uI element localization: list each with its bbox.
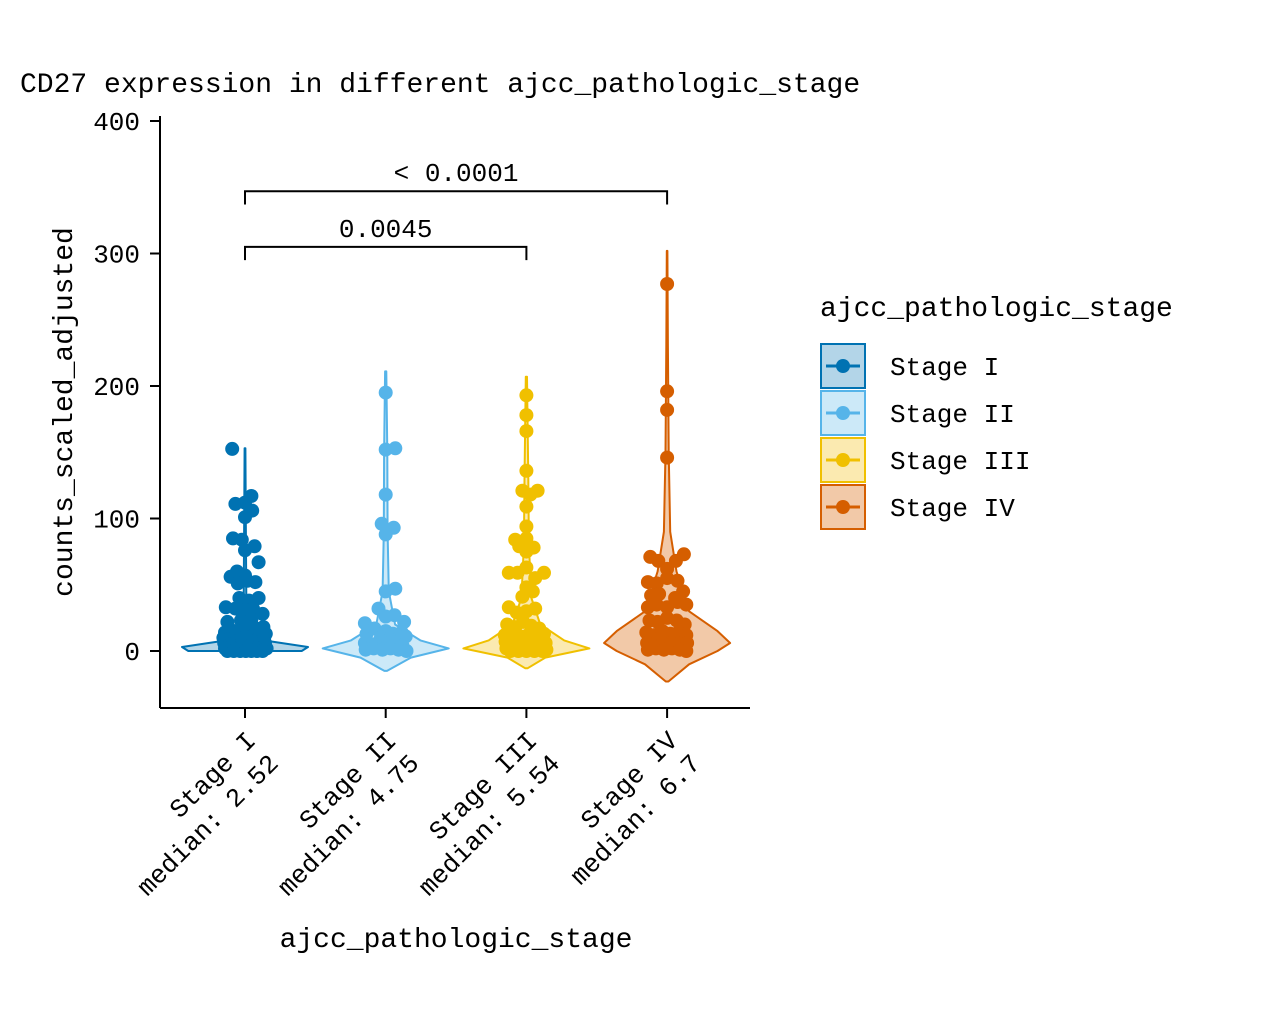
data-point [660,277,675,291]
legend-items: Stage I Stage II Stage III Stage IV [820,343,1030,530]
p-value-label: < 0.0001 [394,159,519,189]
legend-title: ajcc_pathologic_stage [820,294,1173,325]
data-point [525,584,540,599]
legend-key-point [836,500,850,514]
data-point [251,591,266,605]
legend-label: Stage I [890,353,999,383]
data-point [397,614,412,629]
y-tick-label: 400 [93,108,140,138]
y-ticks: 0 100 200 300 400 [93,108,160,668]
legend-key-point [836,359,850,373]
data-point [244,489,259,503]
data-point [652,587,667,601]
x-ticks: Stage Imedian: 2.52 Stage IImedian: 4.75S… [109,708,707,903]
data-point [530,483,545,498]
comparison-bracket-2 [244,190,669,205]
data-point [251,555,266,570]
data-point [519,519,534,534]
data-point [378,385,393,400]
legend-key-point [836,406,850,420]
legend-label: Stage III [890,447,1030,477]
x-axis-label: ajcc_pathologic_stage [280,925,633,956]
chart-title: CD27 expression in different ajcc_pathol… [20,70,860,101]
data-point [676,547,691,562]
y-tick-label: 300 [93,241,140,271]
y-axis-label: counts_scaled_adjusted [50,227,81,597]
x-tick-label: Stage IVmedian: 6.7 [542,726,707,891]
data-point [515,589,530,604]
data-point [679,597,694,612]
y-tick-label: 100 [93,506,140,536]
data-point [519,408,534,423]
data-point [255,644,270,658]
data-point [378,487,393,502]
data-point [519,560,534,575]
data-point [388,441,403,456]
data-point [660,600,675,615]
data-point [234,532,249,547]
data-point [526,540,541,555]
points-layer [216,277,695,658]
data-point [670,573,685,588]
data-point [378,584,393,599]
data-point [519,424,534,439]
legend-label: Stage II [890,400,1015,430]
data-point [238,543,252,558]
data-point [238,510,252,525]
data-point [679,644,694,658]
x-tick-label: Stage IImedian: 4.75 [250,726,426,902]
violin-4 [603,249,732,683]
comparison-brackets: 0.0045 < 0.0001 [244,159,669,261]
x-tick-label: Stage Imedian: 2.52 [109,726,285,902]
data-point [519,388,534,403]
plot-area: 0.0045 < 0.0001 [181,159,732,683]
data-point [378,527,393,542]
legend-label: Stage IV [890,494,1015,524]
data-point [537,565,551,580]
y-tick-label: 0 [124,638,140,668]
data-point [660,384,675,399]
data-point [668,591,683,605]
data-point [660,450,675,465]
x-tick-label: Stage IIImedian: 5.54 [390,726,566,902]
data-point [519,499,534,514]
data-point [660,402,675,417]
data-point [225,441,240,456]
p-value-label: 0.0045 [339,215,433,245]
data-point [248,575,263,590]
legend-key-point [836,453,850,467]
data-point [399,644,414,658]
comparison-bracket-1 [244,245,528,261]
data-point [535,644,550,658]
data-point [255,606,270,621]
data-point [649,576,664,591]
data-point [528,601,543,616]
data-point [374,516,389,531]
data-point [519,463,534,478]
y-tick-label: 200 [93,373,140,403]
